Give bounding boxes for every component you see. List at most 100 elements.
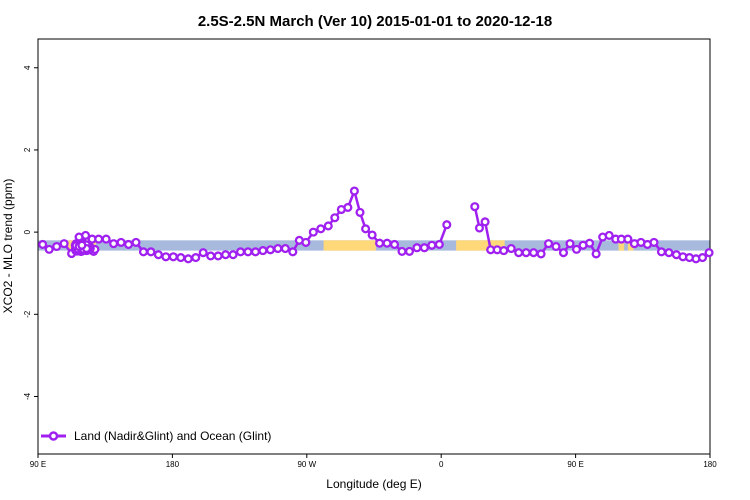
data-point	[168, 252, 178, 262]
data-point	[52, 241, 62, 252]
data-point	[521, 248, 531, 258]
data-point	[243, 247, 253, 257]
legend-label: Land (Nadir&Glint) and Ocean (Glint)	[74, 429, 271, 443]
data-point	[116, 237, 126, 247]
data-point	[427, 240, 437, 250]
data-point	[506, 244, 516, 254]
data-point	[213, 251, 223, 261]
data-point	[697, 253, 708, 263]
data-point	[591, 249, 601, 259]
data-point	[280, 244, 290, 254]
data-point	[404, 246, 415, 256]
data-point	[558, 248, 569, 258]
data-point	[434, 239, 444, 249]
y-tick-label: -2	[23, 310, 32, 318]
data-point	[273, 244, 283, 254]
y-tick-label: 0	[23, 229, 32, 234]
data-point	[101, 234, 111, 244]
data-point	[375, 238, 385, 248]
data-point	[109, 239, 119, 249]
data-point	[704, 248, 714, 258]
data-point	[138, 247, 149, 257]
data-point	[419, 243, 429, 253]
data-point	[571, 244, 582, 254]
x-axis-label: Longitude (deg E)	[326, 477, 421, 491]
x-axis: 90 E 180 90 W 0 90 E 180	[30, 454, 717, 469]
data-point	[131, 237, 141, 247]
y-tick-label: -4	[23, 392, 32, 400]
data-point	[349, 186, 359, 196]
land-band-segment	[323, 240, 376, 251]
y-axis: -4 -2 0 2 4	[23, 65, 38, 400]
data-point	[250, 247, 261, 257]
data-point	[308, 227, 318, 237]
data-point	[94, 234, 104, 244]
data-point	[301, 237, 311, 247]
data-point	[551, 241, 561, 252]
chart-title: 2.5S-2.5N March (Ver 10) 2015-01-01 to 2…	[198, 13, 552, 30]
data-point	[397, 246, 407, 256]
data-point	[146, 247, 156, 257]
data-point	[499, 246, 509, 256]
data-point	[235, 247, 246, 257]
data-point	[565, 239, 575, 249]
data-point	[343, 202, 353, 213]
data-point	[228, 250, 238, 260]
data-point	[183, 254, 193, 264]
x-tick-label: 180	[166, 460, 180, 469]
data-point	[442, 220, 452, 230]
data-point	[649, 237, 659, 247]
data-point	[412, 243, 422, 253]
data-point	[176, 253, 186, 263]
data-point	[206, 251, 216, 261]
data-point	[361, 224, 371, 234]
data-point	[161, 252, 171, 262]
x-tick-label: 90 E	[30, 460, 46, 469]
data-point	[604, 230, 614, 240]
y-tick-label: 4	[23, 65, 32, 70]
data-point	[123, 239, 134, 249]
data-point	[389, 239, 400, 249]
legend-marker	[48, 431, 59, 441]
data-point	[81, 230, 91, 240]
data-point	[382, 238, 392, 248]
x-tick-label: 90 E	[567, 460, 583, 469]
data-point	[38, 239, 48, 249]
land-band-segment	[456, 240, 505, 251]
x-tick-label: 90 W	[297, 460, 316, 469]
data-point	[221, 250, 231, 260]
data-point	[470, 202, 480, 212]
data-point	[258, 246, 268, 256]
data-point	[77, 240, 87, 250]
data-point	[543, 239, 554, 249]
data-point	[480, 217, 490, 227]
data-point	[514, 248, 524, 258]
plot-frame	[37, 38, 711, 455]
data-point	[355, 207, 365, 217]
data-point	[198, 248, 208, 258]
data-point	[153, 250, 163, 260]
y-axis-label: XCO2 - MLO trend (ppm)	[1, 179, 15, 314]
data-point	[664, 248, 674, 258]
plot-area	[37, 38, 711, 455]
data-point	[316, 224, 326, 234]
data-point	[59, 239, 69, 249]
data-point	[367, 230, 377, 240]
legend: Land (Nadir&Glint) and Ocean (Glint)	[41, 429, 271, 443]
land-band-segment	[618, 240, 625, 251]
y-tick-label: 2	[23, 147, 32, 152]
data-point	[191, 253, 201, 263]
data-point	[474, 223, 485, 233]
data-point	[44, 244, 54, 254]
x-tick-label: 180	[703, 460, 717, 469]
x-tick-label: 0	[439, 460, 444, 469]
data-point	[323, 221, 333, 231]
data-point	[330, 213, 340, 223]
data-point	[585, 238, 595, 248]
data-point	[265, 245, 275, 255]
data-point	[656, 247, 667, 257]
data-point	[536, 249, 546, 259]
data-point	[529, 248, 539, 258]
series-layer	[38, 186, 714, 264]
